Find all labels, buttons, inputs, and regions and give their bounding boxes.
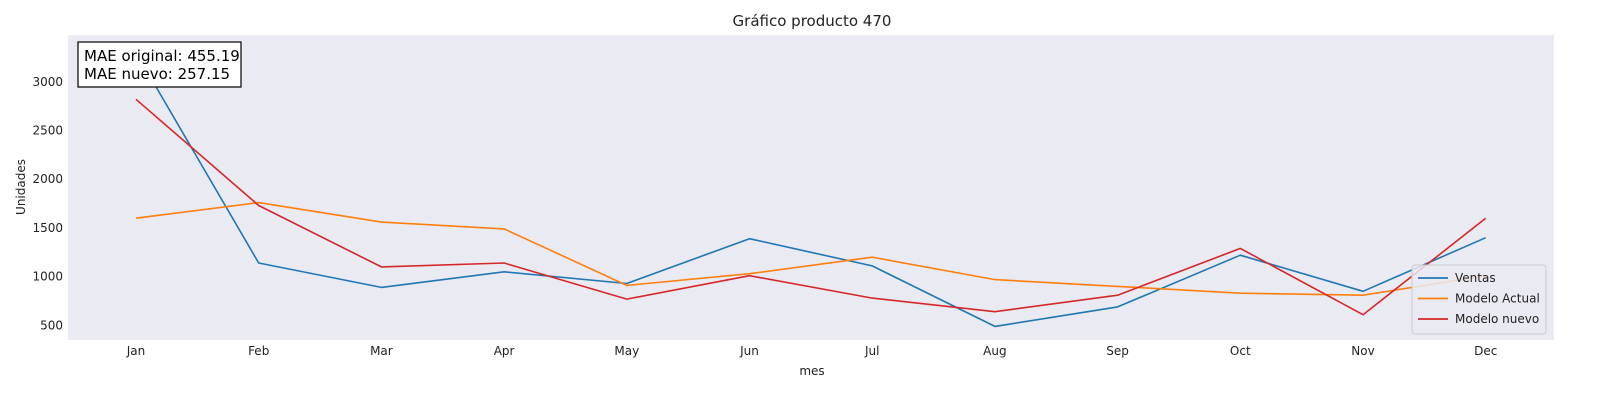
series-line-modelo-nuevo — [135, 98, 1487, 316]
x-tick-label: Dec — [1474, 344, 1497, 358]
annotation-frame — [77, 41, 242, 88]
y-tick-label: 2000 — [32, 172, 63, 186]
legend-label-modelo-nuevo: Modelo nuevo — [1455, 312, 1539, 326]
y-tick-label: 3000 — [32, 75, 63, 89]
series-line-modelo-actual — [135, 201, 1486, 297]
x-axis-label: mes — [799, 364, 824, 378]
y-axis-ticks: 500 1000 1500 2000 2500 3000 — [32, 75, 63, 333]
annotation-box: MAE original: 455.19 MAE nuevo: 257.15 — [77, 41, 242, 88]
annotation-mae-nuevo: MAE nuevo: 257.15 — [84, 65, 230, 83]
x-tick-label: May — [614, 344, 639, 358]
y-tick-label: 1500 — [32, 221, 63, 235]
annotation-mae-original: MAE original: 455.19 — [84, 47, 240, 65]
plot-area — [68, 35, 1554, 340]
legend-label-ventas: Ventas — [1455, 271, 1496, 285]
x-tick-label: Aug — [983, 344, 1006, 358]
x-tick-label: Jul — [864, 344, 879, 358]
x-tick-label: Oct — [1230, 344, 1251, 358]
series-line-ventas — [135, 52, 1487, 328]
x-tick-label: Feb — [248, 344, 269, 358]
y-tick-label: 2500 — [32, 123, 63, 137]
y-tick-label: 1000 — [32, 270, 63, 284]
chart-title: Gráfico producto 470 — [733, 12, 892, 30]
x-axis-ticks: Jan Feb Mar Apr May Jun Jul Aug Sep Oct Nov Dec — [126, 344, 1498, 358]
y-axis-label: Unidades — [14, 159, 28, 215]
x-tick-label: Jun — [739, 344, 759, 358]
x-tick-label: Nov — [1351, 344, 1374, 358]
x-tick-label: Mar — [370, 344, 393, 358]
x-tick-label: Jan — [126, 344, 146, 358]
legend-frame — [1411, 264, 1547, 335]
y-tick-label: 500 — [40, 318, 63, 332]
series-layer — [135, 52, 1487, 328]
legend-label-modelo-actual: Modelo Actual — [1455, 292, 1540, 306]
legend: Ventas Modelo Actual Modelo nuevo — [1411, 264, 1547, 335]
x-tick-label: Sep — [1106, 344, 1129, 358]
x-tick-label: Apr — [494, 344, 515, 358]
